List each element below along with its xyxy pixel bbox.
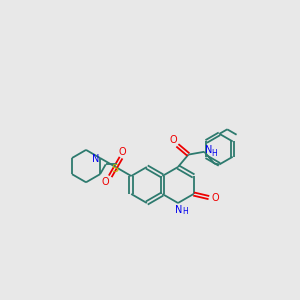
Text: S: S [111,164,118,174]
Text: O: O [169,135,177,145]
Text: H: H [212,149,217,158]
Text: O: O [101,177,109,188]
Text: N: N [92,154,100,164]
Text: O: O [118,147,126,157]
Text: N: N [175,205,183,215]
Text: H: H [182,208,188,217]
Text: N: N [205,145,212,155]
Text: O: O [211,193,219,202]
